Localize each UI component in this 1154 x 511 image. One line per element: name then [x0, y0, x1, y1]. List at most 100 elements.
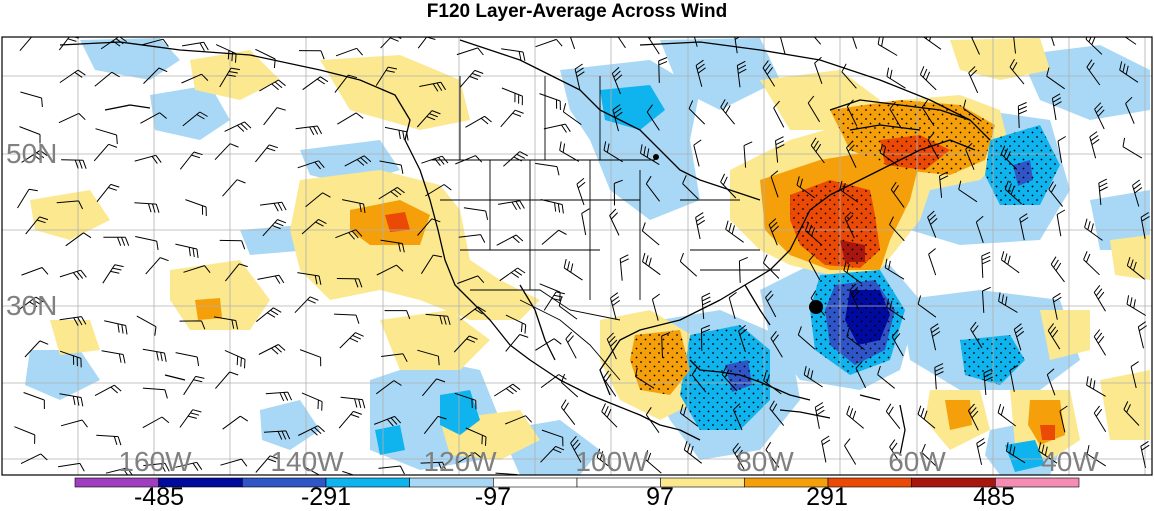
- wind-barb: [425, 313, 451, 326]
- wind-barb: [889, 101, 902, 129]
- wind-barb: [970, 321, 983, 349]
- lon-label-60w: 60W: [888, 446, 946, 477]
- wind-barb: [1005, 442, 1026, 464]
- wind-barb: [821, 435, 831, 463]
- wind-barb: [262, 219, 287, 237]
- wind-barb: [1051, 93, 1062, 121]
- colorbar-label: 485: [973, 483, 1015, 511]
- wind-barb: [384, 126, 409, 141]
- wind-barb: [302, 76, 329, 91]
- wind-barb: [94, 71, 120, 87]
- wind-barb: [770, 330, 783, 358]
- wind-barb: [762, 60, 776, 87]
- wind-barb: [501, 87, 523, 106]
- wind-barb: [797, 326, 816, 350]
- wind-barb: [693, 37, 698, 47]
- wind-barb: [922, 37, 942, 50]
- wind-barb: [1017, 102, 1028, 129]
- wind-barb: [763, 371, 782, 395]
- colorbar-label: -291: [300, 483, 352, 511]
- wind-barb: [219, 67, 240, 88]
- wind-barb: [569, 37, 576, 50]
- wind-barb: [505, 334, 529, 352]
- wind-barb: [642, 252, 661, 276]
- wind-barb: [930, 323, 941, 351]
- wind-barb: [981, 251, 991, 278]
- wind-barb: [182, 41, 209, 51]
- wind-barb: [425, 184, 452, 197]
- wind-barb: [1140, 440, 1150, 468]
- lon-label-80w: 80W: [736, 446, 794, 477]
- wind-barb: [378, 186, 405, 200]
- wind-barb: [958, 180, 978, 203]
- wind-barb: [889, 216, 905, 242]
- wind-barb: [454, 392, 477, 410]
- wind-barb: [1093, 405, 1107, 432]
- wind-barb: [21, 267, 49, 276]
- wind-barb: [889, 439, 903, 466]
- wind-barb: [734, 37, 741, 54]
- wind-barb: [843, 261, 862, 284]
- wind-barb: [1140, 212, 1150, 239]
- wind-barb: [96, 434, 122, 446]
- wind-barb: [260, 201, 287, 212]
- wind-barb: [1000, 251, 1020, 274]
- wind-barb: [378, 465, 405, 475]
- wind-barb: [1098, 178, 1108, 206]
- wind-barb: [813, 37, 822, 45]
- wind-barb: [844, 438, 857, 465]
- wind-barb: [917, 295, 937, 318]
- wind-barb: [596, 448, 616, 472]
- wind-barb: [768, 218, 780, 246]
- wind-barb: [679, 404, 699, 427]
- wind-barb: [61, 159, 87, 169]
- wind-barb: [619, 254, 629, 281]
- wind-barb: [100, 37, 127, 50]
- wind-barb: [1086, 376, 1106, 397]
- wind-barb: [808, 253, 821, 281]
- wind-barb: [175, 461, 203, 471]
- wind-barb: [645, 407, 660, 433]
- wind-barb: [500, 109, 524, 128]
- wind-barb: [581, 208, 590, 236]
- wind-barb: [376, 264, 404, 276]
- wind-barb: [997, 403, 1017, 427]
- wind-barb: [939, 171, 949, 198]
- wind-barb: [844, 211, 855, 239]
- wind-barb: [258, 344, 286, 355]
- wind-barb: [59, 393, 84, 407]
- wind-barb: [181, 73, 209, 84]
- wind-barb: [728, 291, 737, 320]
- wind-barb: [214, 143, 239, 161]
- wind-barb: [215, 371, 239, 389]
- wind-barb: [143, 462, 170, 472]
- wind-barb: [1048, 181, 1063, 207]
- colorbar-label: -97: [474, 483, 512, 511]
- wind-barb: [255, 455, 279, 473]
- wind-barb: [214, 316, 239, 330]
- wind-barb: [879, 143, 899, 167]
- wind-barb: [257, 274, 285, 284]
- wind-barb: [460, 306, 486, 321]
- wind-barb: [453, 335, 478, 353]
- colorbar: [74, 477, 1080, 488]
- wind-barb: [56, 200, 84, 210]
- wind-barb: [1038, 442, 1058, 464]
- wind-barb: [606, 332, 618, 360]
- wind-barb: [494, 383, 521, 397]
- wind-barb: [732, 442, 745, 470]
- wind-barb: [103, 236, 130, 246]
- wind-barb: [540, 199, 564, 214]
- wind-barb: [1089, 131, 1100, 159]
- wind-barb: [141, 38, 169, 47]
- wind-barb: [465, 115, 492, 128]
- wind-barb: [420, 461, 447, 471]
- wind-barb: [541, 229, 567, 245]
- wind-barb: [255, 307, 282, 322]
- wind-barb: [570, 435, 582, 463]
- wind-barb: [983, 368, 993, 396]
- lat-label-50n: 50N: [6, 138, 58, 169]
- lon-label-120w: 120W: [423, 446, 497, 477]
- wind-barb: [1126, 295, 1147, 316]
- wind-barb: [334, 74, 358, 93]
